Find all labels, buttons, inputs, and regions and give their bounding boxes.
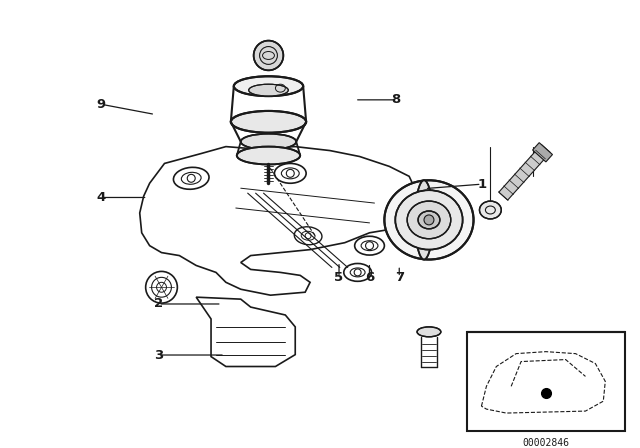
Text: 5: 5	[335, 271, 344, 284]
Ellipse shape	[418, 211, 440, 229]
Ellipse shape	[417, 327, 441, 337]
Ellipse shape	[231, 111, 306, 133]
Text: 2: 2	[154, 297, 163, 310]
Polygon shape	[532, 142, 552, 162]
Text: 1: 1	[477, 178, 486, 191]
Ellipse shape	[415, 180, 433, 259]
Ellipse shape	[479, 201, 501, 219]
Ellipse shape	[396, 190, 463, 250]
Text: 9: 9	[97, 98, 106, 111]
Ellipse shape	[407, 201, 451, 239]
Text: 00002846: 00002846	[522, 438, 570, 448]
Circle shape	[253, 41, 284, 70]
Ellipse shape	[249, 84, 288, 96]
Text: 7: 7	[395, 271, 404, 284]
Polygon shape	[499, 145, 550, 200]
Ellipse shape	[237, 146, 300, 164]
Ellipse shape	[241, 134, 296, 150]
Text: 8: 8	[392, 93, 401, 106]
Text: 6: 6	[365, 271, 374, 284]
Ellipse shape	[234, 76, 303, 96]
Text: 3: 3	[154, 349, 163, 362]
Circle shape	[424, 215, 434, 225]
Text: 4: 4	[97, 191, 106, 204]
Bar	[467, 332, 625, 431]
Ellipse shape	[385, 180, 474, 259]
